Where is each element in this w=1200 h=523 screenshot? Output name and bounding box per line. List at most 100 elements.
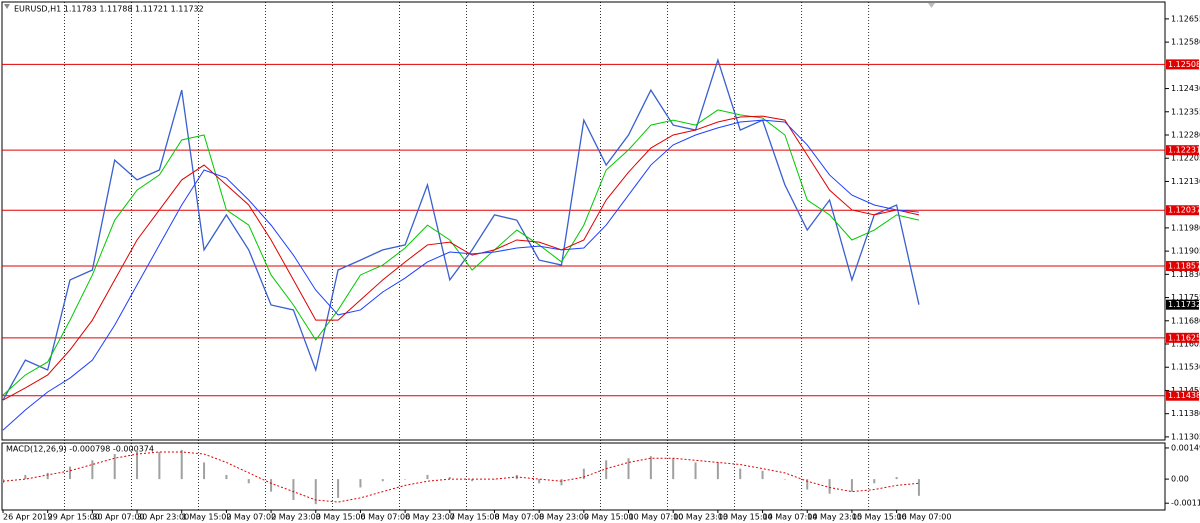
macd-bar	[448, 477, 451, 480]
macd-bar	[828, 479, 831, 494]
x-tick-label: 15 May 15:00	[852, 513, 907, 522]
macd-bar	[716, 462, 719, 480]
x-tick-label: 1 May 15:00	[182, 513, 232, 522]
y-tick-label: 1.11905	[1171, 247, 1200, 256]
macd-bar	[850, 479, 853, 492]
macd-bar	[783, 479, 786, 480]
x-tick-label: 10 May 07:00	[629, 513, 684, 522]
macd-bar	[381, 479, 384, 482]
x-tick-label: 8 May 23:00	[539, 513, 589, 522]
macd-bar	[739, 468, 742, 480]
macd-bar	[203, 462, 206, 480]
y-tick-label: 1.12655	[1171, 14, 1200, 23]
level-label-box	[1166, 145, 1199, 156]
macd-bar	[24, 474, 27, 480]
price-line	[2, 115, 920, 401]
x-tick-label: 8 May 07:00	[494, 513, 544, 522]
y-tick-label: 1.12430	[1171, 84, 1200, 93]
y-tick-label: 1.12280	[1171, 131, 1200, 140]
x-tick-label: 30 Apr 23:00	[137, 513, 189, 522]
y-tick-label: 1.12580	[1171, 38, 1200, 47]
current-price-label: 1.11732	[1168, 300, 1200, 309]
macd-bar	[404, 479, 407, 480]
macd-bar	[649, 456, 652, 480]
macd-bar	[560, 479, 563, 486]
x-tick-label: 2 May 07:00	[226, 513, 276, 522]
macd-bar	[46, 472, 49, 480]
y-tick-label: 1.12205	[1171, 154, 1200, 163]
y-tick-label: 1.12130	[1171, 177, 1200, 186]
macd-bar	[605, 460, 608, 480]
y-tick-label: 1.11305	[1171, 432, 1200, 441]
macd-bar	[225, 474, 228, 480]
y-tick-label: 1.11455	[1171, 386, 1200, 395]
x-tick-label: 13 May 15:00	[718, 513, 773, 522]
x-tick-label: 6 May 23:00	[405, 513, 455, 522]
level-label-box	[1166, 332, 1199, 343]
x-tick-label: 16 May 07:00	[897, 513, 952, 522]
x-tick-label: 10 May 23:00	[673, 513, 728, 522]
y-tick-label: 1.11980	[1171, 223, 1200, 232]
macd-bar	[582, 468, 585, 480]
y-tick-label: -0.001154	[1171, 499, 1200, 508]
x-tick-label: 30 Apr 07:00	[92, 513, 144, 522]
macd-bar	[91, 460, 94, 480]
y-tick-label: 1.11830	[1171, 270, 1200, 279]
macd-bar	[180, 449, 183, 480]
menu-marker	[4, 4, 10, 9]
macd-bar	[113, 454, 116, 480]
level-label-box	[1166, 390, 1199, 401]
x-tick-label: 6 May 07:00	[360, 513, 410, 522]
macd-bar	[337, 479, 340, 498]
macd-bar	[761, 470, 764, 480]
y-tick-label: 1.11380	[1171, 409, 1200, 418]
macd-bar	[538, 479, 541, 484]
y-tick-label: 0.00	[1171, 475, 1189, 484]
macd-bar	[314, 479, 317, 505]
macd-bar	[247, 479, 250, 484]
price-line	[2, 57, 920, 401]
y-tick-label: 1.11530	[1171, 363, 1200, 372]
macd-bar	[136, 449, 139, 480]
level-label: 1.12037	[1168, 206, 1200, 215]
level-label-box	[1166, 59, 1199, 70]
price-line	[2, 119, 919, 431]
macd-bar	[158, 451, 161, 480]
macd-bar	[873, 479, 876, 484]
macd-title: MACD(12,26,9) -0.000798 -0.000374	[6, 445, 154, 454]
level-label: 1.12231	[1168, 146, 1200, 155]
y-tick-label: 1.11680	[1171, 316, 1200, 325]
macd-bar	[292, 479, 295, 500]
macd-bar	[895, 477, 898, 480]
macd-bar	[493, 479, 496, 480]
x-tick-label: 9 May 15:00	[584, 513, 634, 522]
macd-signal	[2, 451, 919, 503]
x-tick-label: 14 May 23:00	[807, 513, 862, 522]
y-tick-label: 0.001493	[1171, 443, 1200, 452]
x-tick-label: 14 May 07:00	[763, 513, 818, 522]
macd-bar	[359, 479, 362, 488]
x-tick-label: 2 May 23:00	[271, 513, 321, 522]
macd-bar	[426, 474, 429, 480]
level-label: 1.12508	[1168, 60, 1200, 69]
macd-bar	[694, 462, 697, 480]
shift-marker	[928, 3, 935, 8]
y-tick-label: 1.12355	[1171, 107, 1200, 116]
y-tick-label: 1.11605	[1171, 340, 1200, 349]
level-label: 1.11438	[1168, 391, 1200, 400]
level-label: 1.11857	[1168, 261, 1200, 270]
macd-bar	[672, 458, 675, 480]
chart-title: EURUSD,H1 1.11783 1.11788 1.11721 1.1173…	[14, 5, 204, 14]
main-panel	[1, 1, 1166, 441]
macd-bar	[917, 479, 920, 496]
x-tick-label: 3 May 15:00	[316, 513, 366, 522]
macd-bar	[69, 466, 72, 480]
macd-bar	[806, 479, 809, 490]
level-label-box	[1166, 260, 1199, 271]
macd-bar	[270, 479, 273, 492]
x-tick-label: 7 May 15:00	[450, 513, 500, 522]
level-label-box	[1166, 205, 1199, 216]
current-price-box	[1166, 299, 1199, 310]
